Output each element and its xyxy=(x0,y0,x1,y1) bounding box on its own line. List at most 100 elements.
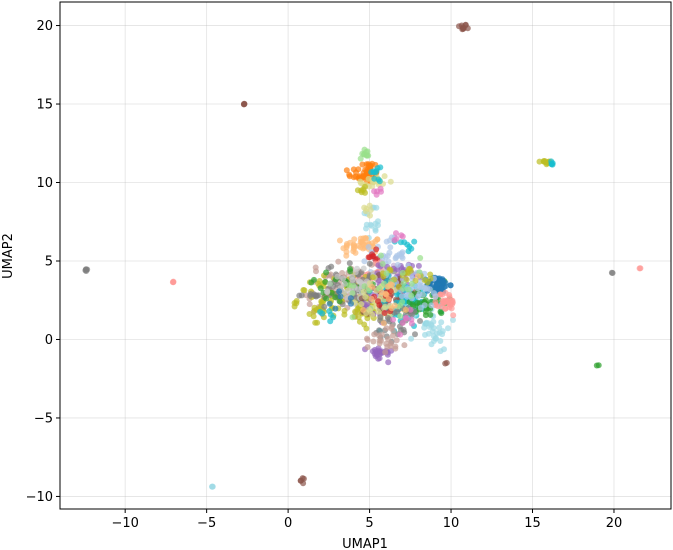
data-point xyxy=(363,148,370,155)
y-tick-label: 15 xyxy=(36,98,53,113)
data-point xyxy=(361,258,368,265)
data-point xyxy=(422,312,429,319)
data-point xyxy=(366,254,373,261)
data-point xyxy=(400,285,406,292)
plot-frame xyxy=(59,1,672,510)
data-point xyxy=(341,289,348,296)
data-point xyxy=(376,337,383,344)
data-point xyxy=(383,238,390,245)
data-point xyxy=(439,291,446,298)
data-point xyxy=(319,310,326,317)
x-tick-label: −5 xyxy=(197,516,216,531)
data-point xyxy=(334,273,341,280)
y-tick-label: 5 xyxy=(45,254,53,269)
data-point xyxy=(372,220,379,227)
data-point xyxy=(378,289,385,296)
data-point xyxy=(608,269,615,276)
data-point xyxy=(408,280,415,287)
data-point xyxy=(398,250,405,257)
data-point xyxy=(593,362,600,369)
data-point xyxy=(400,280,407,287)
data-point xyxy=(377,164,384,171)
data-point xyxy=(421,302,428,309)
data-point xyxy=(381,173,388,180)
data-point xyxy=(399,319,406,326)
data-point xyxy=(549,160,556,167)
data-point xyxy=(405,286,412,293)
data-point xyxy=(387,340,394,347)
data-point xyxy=(317,285,324,292)
data-point xyxy=(341,307,348,314)
data-point xyxy=(388,325,395,332)
x-axis-label: UMAP1 xyxy=(342,537,388,550)
data-point xyxy=(425,330,432,337)
data-point xyxy=(332,305,339,312)
data-point xyxy=(450,317,456,323)
data-point xyxy=(427,311,434,318)
data-point xyxy=(373,352,380,359)
data-point xyxy=(368,295,375,302)
x-tick-label: 0 xyxy=(284,516,292,531)
data-point xyxy=(358,238,365,245)
data-point xyxy=(360,186,367,193)
data-point xyxy=(335,258,342,265)
data-point xyxy=(414,273,421,280)
y-tick-label: −5 xyxy=(34,411,53,426)
data-point xyxy=(376,178,383,185)
data-point xyxy=(336,288,343,295)
data-point xyxy=(370,168,377,175)
data-point xyxy=(423,319,430,326)
data-point xyxy=(356,278,363,285)
data-point xyxy=(390,316,397,323)
data-point xyxy=(361,283,368,290)
data-point xyxy=(389,332,396,339)
data-point xyxy=(323,295,330,302)
data-point xyxy=(399,269,406,276)
data-point xyxy=(439,328,446,335)
data-point xyxy=(359,174,366,180)
data-point xyxy=(385,359,392,366)
data-point xyxy=(306,301,313,308)
data-point xyxy=(209,483,216,490)
data-point xyxy=(411,238,418,245)
data-point xyxy=(397,313,404,320)
data-point xyxy=(373,246,380,253)
data-point xyxy=(364,335,370,342)
y-tick-label: 20 xyxy=(36,19,53,34)
data-point xyxy=(386,249,393,256)
data-point xyxy=(399,299,406,305)
data-point xyxy=(428,322,435,329)
data-point xyxy=(637,265,644,272)
data-point xyxy=(379,261,386,267)
data-point xyxy=(408,245,415,252)
data-point xyxy=(354,265,360,272)
data-point xyxy=(447,282,454,289)
data-point xyxy=(385,336,391,342)
data-point xyxy=(366,260,373,267)
data-point xyxy=(421,277,428,284)
data-point xyxy=(346,173,353,180)
data-point xyxy=(360,265,367,272)
data-point xyxy=(362,293,369,300)
data-point xyxy=(369,311,376,318)
data-point xyxy=(82,267,89,274)
data-point xyxy=(400,326,407,333)
data-point xyxy=(307,291,314,297)
data-point xyxy=(371,331,378,338)
data-point xyxy=(381,310,388,316)
data-point xyxy=(382,349,389,356)
data-point xyxy=(360,288,367,295)
data-point xyxy=(428,302,435,309)
data-point xyxy=(297,477,304,484)
data-point xyxy=(431,290,438,297)
data-point xyxy=(327,311,334,318)
data-point xyxy=(369,160,376,167)
data-point xyxy=(293,298,300,304)
data-point xyxy=(412,331,418,338)
data-point xyxy=(358,301,365,308)
data-point xyxy=(363,325,370,332)
data-point xyxy=(323,269,330,276)
data-point xyxy=(383,291,390,298)
data-point xyxy=(391,302,398,309)
data-point xyxy=(438,319,445,326)
